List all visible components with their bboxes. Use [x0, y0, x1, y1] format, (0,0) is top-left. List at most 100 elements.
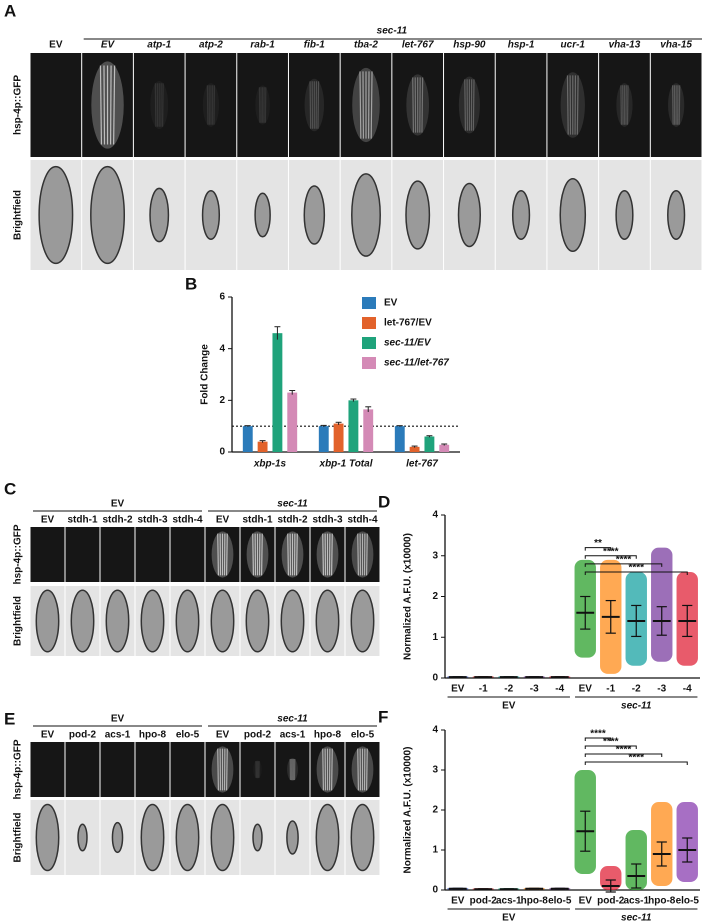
data-spread [651, 547, 673, 662]
worm-fiber [472, 79, 475, 131]
x-tick-label: xbp-1 Total [319, 459, 373, 470]
column-label: hsp-90 [453, 40, 486, 51]
worm [350, 803, 375, 872]
bar [287, 392, 298, 452]
worm [615, 190, 634, 240]
worm-fiber [225, 748, 228, 791]
worm-fiber [330, 748, 333, 791]
worm-fiber [309, 81, 312, 129]
column-label: hpo-8 [314, 730, 342, 741]
y-tick-label: 0 [219, 447, 225, 458]
worm-fiber [206, 85, 209, 125]
worm [315, 589, 340, 653]
worm [77, 823, 88, 852]
column-label: EV [49, 40, 63, 51]
panel-label: F [378, 707, 388, 726]
worm-glow [202, 83, 220, 127]
column-label: let-767 [402, 40, 434, 51]
gfp-image [240, 742, 275, 797]
x-tick-label: hpo-8 [521, 896, 549, 907]
y-tick-label: 1 [432, 632, 438, 643]
gfp-image [599, 53, 650, 157]
legend-label: sec-11/EV [384, 338, 432, 349]
y-tick-label: 0 [432, 673, 438, 684]
column-label: stdh-1 [68, 515, 98, 526]
gfp-image [288, 53, 340, 157]
gfp-image [100, 527, 135, 582]
significance-bracket [584, 737, 612, 741]
worm-fiber [322, 533, 325, 576]
significance-label: **** [628, 563, 644, 574]
y-tick-label: 0 [432, 885, 438, 896]
gfp-image [547, 53, 599, 157]
panel-label: E [4, 709, 15, 728]
gfp-image [170, 742, 205, 797]
column-label: EV [216, 515, 230, 526]
column-label: elo-5 [176, 730, 200, 741]
legend-swatch [362, 357, 376, 369]
worm-fiber [464, 79, 467, 131]
worm [405, 180, 431, 250]
worm-glow [150, 80, 169, 130]
x-tick-label: xbp-1s [253, 459, 287, 470]
x-tick-label: -1 [479, 684, 488, 695]
bar [439, 444, 450, 452]
worm-fiber [365, 533, 368, 576]
worm [315, 803, 340, 872]
column-label: atp-2 [199, 40, 223, 51]
legend-label: sec-11/let-767 [384, 358, 449, 369]
worm [149, 187, 170, 243]
group-label: EV [111, 499, 125, 510]
row-label: Brightfield [13, 190, 24, 240]
bar [242, 426, 253, 452]
significance-label: **** [616, 745, 632, 756]
gfp-image [30, 527, 65, 582]
legend-swatch [362, 337, 376, 349]
x-tick-label: EV [451, 684, 465, 695]
worm-fiber [566, 75, 569, 135]
worm [559, 177, 587, 253]
column-label: atp-1 [147, 40, 171, 51]
worm [140, 589, 165, 653]
gfp-image [495, 53, 547, 157]
worm-fiber [317, 81, 320, 129]
gfp-image [30, 53, 82, 157]
significance-label: **** [603, 546, 619, 557]
worm [35, 589, 60, 653]
worm-fiber [154, 83, 157, 127]
bar [333, 423, 344, 452]
worm-fiber [113, 65, 116, 145]
worm [70, 589, 95, 653]
y-tick-label: 2 [219, 395, 225, 406]
group-label: EV [502, 913, 516, 924]
worm-fiber [225, 533, 228, 576]
y-tick-label: 4 [432, 725, 438, 736]
worm [35, 803, 60, 872]
significance-bracket [584, 571, 688, 576]
bar [257, 441, 268, 452]
worm-fiber [109, 65, 112, 145]
x-tick-label: -1 [606, 684, 615, 695]
worm-fiber [161, 83, 164, 127]
significance-bracket [584, 563, 663, 567]
worm-fiber [217, 748, 220, 791]
worm-fiber [672, 85, 674, 125]
worm-fiber [357, 533, 360, 576]
column-label: hpo-8 [139, 730, 167, 741]
significance-label: **** [603, 737, 619, 748]
worm [105, 589, 130, 653]
bar [394, 426, 405, 452]
legend-label: let-767/EV [384, 318, 432, 329]
worm-fiber [252, 533, 255, 576]
bar [318, 426, 329, 452]
worm [280, 589, 305, 653]
worm-glow [406, 74, 430, 136]
worm-glow [255, 85, 270, 125]
group-label: EV [502, 701, 516, 712]
significance-label: **** [590, 729, 606, 740]
worm-fiber [99, 65, 103, 145]
worm-fiber [217, 533, 220, 576]
row-label: Brightfield [13, 596, 24, 646]
worm [286, 820, 299, 855]
